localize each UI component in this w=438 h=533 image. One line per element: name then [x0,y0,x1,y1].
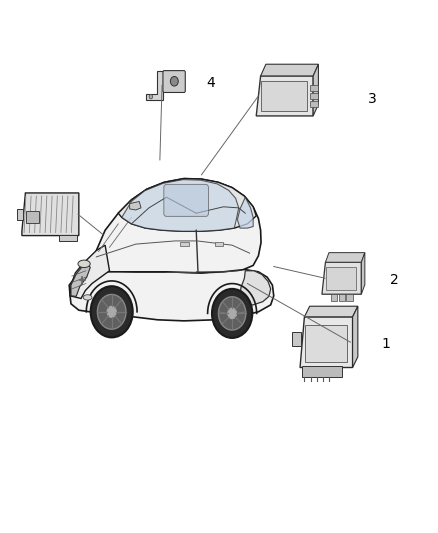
Bar [302,367,342,377]
Polygon shape [69,269,274,321]
Ellipse shape [83,295,92,300]
Bar [339,294,345,301]
Bar [292,332,301,346]
Polygon shape [313,64,318,116]
Bar [59,235,77,241]
Bar [305,325,347,362]
Polygon shape [304,306,358,317]
Bar [346,294,353,301]
Bar [215,242,223,246]
Polygon shape [240,271,271,305]
Circle shape [219,297,246,330]
Polygon shape [237,197,253,228]
Bar [17,209,23,220]
Bar [326,266,356,290]
Bar [310,101,318,107]
Bar [310,85,318,91]
Circle shape [149,95,153,99]
Circle shape [91,286,133,337]
Polygon shape [261,64,318,76]
Circle shape [212,289,252,338]
Polygon shape [130,201,141,210]
Text: 3: 3 [368,92,377,106]
Text: 4: 4 [206,76,215,90]
Polygon shape [71,262,90,296]
Polygon shape [122,180,239,231]
Circle shape [170,76,178,86]
Polygon shape [92,179,261,273]
Polygon shape [361,253,365,294]
Bar [261,82,307,111]
Ellipse shape [78,260,90,268]
Circle shape [97,294,126,329]
Polygon shape [70,245,110,298]
Bar [180,242,189,246]
Text: 2: 2 [390,273,399,287]
Circle shape [107,306,117,318]
FancyBboxPatch shape [163,71,185,93]
Bar [310,93,318,99]
Polygon shape [145,71,178,100]
Polygon shape [118,179,256,231]
Text: 5: 5 [35,206,44,220]
Polygon shape [22,193,79,236]
Text: 1: 1 [381,337,390,351]
Bar [331,294,337,301]
Circle shape [228,308,237,319]
Polygon shape [322,262,361,294]
Polygon shape [300,317,353,368]
Polygon shape [256,76,313,116]
FancyBboxPatch shape [164,184,208,216]
Polygon shape [325,253,365,262]
Bar [26,211,39,223]
Polygon shape [353,306,358,368]
